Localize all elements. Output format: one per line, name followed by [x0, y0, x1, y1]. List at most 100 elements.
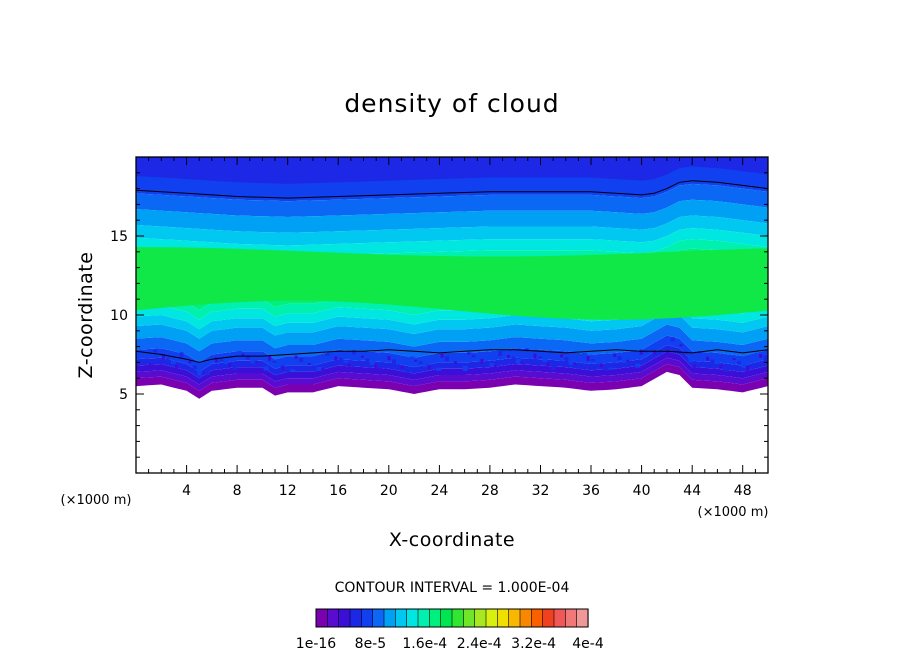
field-speck	[741, 364, 747, 369]
colorbar-swatch	[440, 608, 453, 628]
contour-lower	[136, 349, 768, 363]
field-speck	[228, 363, 232, 367]
colorbar-swatch	[327, 608, 340, 628]
field-speck	[374, 363, 378, 369]
field-speck	[175, 364, 179, 369]
field-speck	[347, 363, 351, 367]
field-speck	[369, 361, 375, 366]
field-speck	[383, 353, 389, 357]
field-speck	[604, 365, 609, 371]
field-speck	[201, 372, 205, 375]
colorbar-swatch	[485, 608, 498, 628]
field-speck	[321, 368, 325, 374]
field-speck	[754, 352, 760, 356]
field-band-4	[136, 335, 768, 372]
colorbar-swatch	[565, 608, 578, 628]
y-tick-label: 15	[110, 229, 128, 245]
field-speck	[215, 357, 218, 363]
field-speck	[502, 353, 508, 355]
field-speck	[453, 361, 457, 365]
field-speck	[343, 360, 349, 363]
field-speck	[268, 355, 272, 361]
field-speck	[714, 362, 720, 365]
field-speck	[595, 361, 601, 365]
field-speck	[529, 351, 535, 356]
colorbar-swatch	[508, 608, 521, 628]
field-band-upper-3	[136, 199, 768, 233]
field-speck	[445, 356, 449, 362]
field-speck	[480, 358, 484, 364]
field-speck	[179, 352, 184, 358]
x-tick-label: 24	[430, 483, 448, 499]
field-speck	[679, 344, 683, 347]
x-axis-ticks: 4 8 12 16 20 24 28 32 36 40 44 48	[148, 157, 756, 499]
field-speck	[639, 349, 643, 355]
field-speck	[582, 353, 588, 357]
x-tick-label: 8	[233, 483, 242, 499]
field-speck	[148, 363, 152, 366]
x-tick-label: 12	[279, 483, 297, 499]
field-speck	[361, 355, 364, 358]
colorbar-swatch	[474, 608, 487, 628]
field-speck	[263, 366, 269, 371]
field-speck	[157, 351, 163, 356]
field-speck	[546, 361, 550, 366]
field-band-upper-4	[136, 215, 768, 246]
field-speck	[670, 337, 675, 342]
field-speck	[622, 357, 627, 363]
colorbar-swatch	[497, 608, 510, 628]
field-speck	[210, 356, 216, 361]
field-speck	[591, 359, 595, 361]
field-speck	[573, 362, 577, 365]
x-tick-label: 48	[734, 483, 752, 499]
field-speck	[586, 356, 590, 361]
y-axis-ticks: 5 10 15	[110, 172, 768, 458]
field-speck	[184, 355, 189, 358]
field-speck	[396, 362, 402, 365]
colorbar-label: 2.4e-4	[457, 636, 502, 652]
colorbar-label: 8e-5	[355, 636, 386, 652]
x-tick-label: 28	[481, 483, 499, 499]
colorbar-swatch	[519, 608, 532, 628]
field-speck	[427, 364, 431, 370]
x-tick-label: 36	[582, 483, 600, 499]
field-speck	[498, 351, 503, 357]
field-speck	[617, 356, 622, 360]
field-speck	[515, 358, 521, 364]
colorbar-swatch	[338, 608, 351, 628]
field-speck	[613, 354, 617, 357]
field-speck	[303, 360, 309, 366]
colorbar-swatch	[361, 608, 374, 628]
field-speck	[405, 369, 410, 373]
field-speck	[378, 366, 383, 369]
field-speck	[188, 360, 192, 364]
field-speck	[223, 361, 229, 365]
colorbar-swatch	[349, 608, 362, 628]
field-band-upper-5	[136, 228, 768, 257]
field-speck	[653, 350, 656, 355]
field-speck	[219, 359, 224, 362]
field-speck	[564, 357, 569, 361]
field-speck	[153, 349, 158, 353]
field-speck	[692, 364, 696, 370]
field-speck	[307, 363, 311, 365]
field-speck	[551, 364, 556, 370]
field-speck	[710, 359, 715, 365]
colorbar-swatch	[395, 608, 408, 628]
field-speck	[316, 366, 322, 371]
field-speck	[192, 365, 197, 370]
field-speck	[484, 361, 489, 363]
field-speck	[422, 362, 428, 367]
x-axis-label: X-coordinate	[389, 529, 515, 551]
field-band-1	[136, 357, 768, 391]
field-speck	[471, 354, 476, 358]
colorbar-swatch	[542, 608, 555, 628]
field-speck	[750, 367, 755, 370]
field-speck	[161, 354, 165, 360]
field-speck	[352, 350, 357, 355]
colorbar-label: 1e-16	[296, 636, 336, 652]
field-speck	[626, 359, 630, 362]
y-axis-label: Z-coordinate	[75, 252, 97, 379]
field-speck	[299, 358, 304, 363]
x-tick-label: 40	[633, 483, 651, 499]
